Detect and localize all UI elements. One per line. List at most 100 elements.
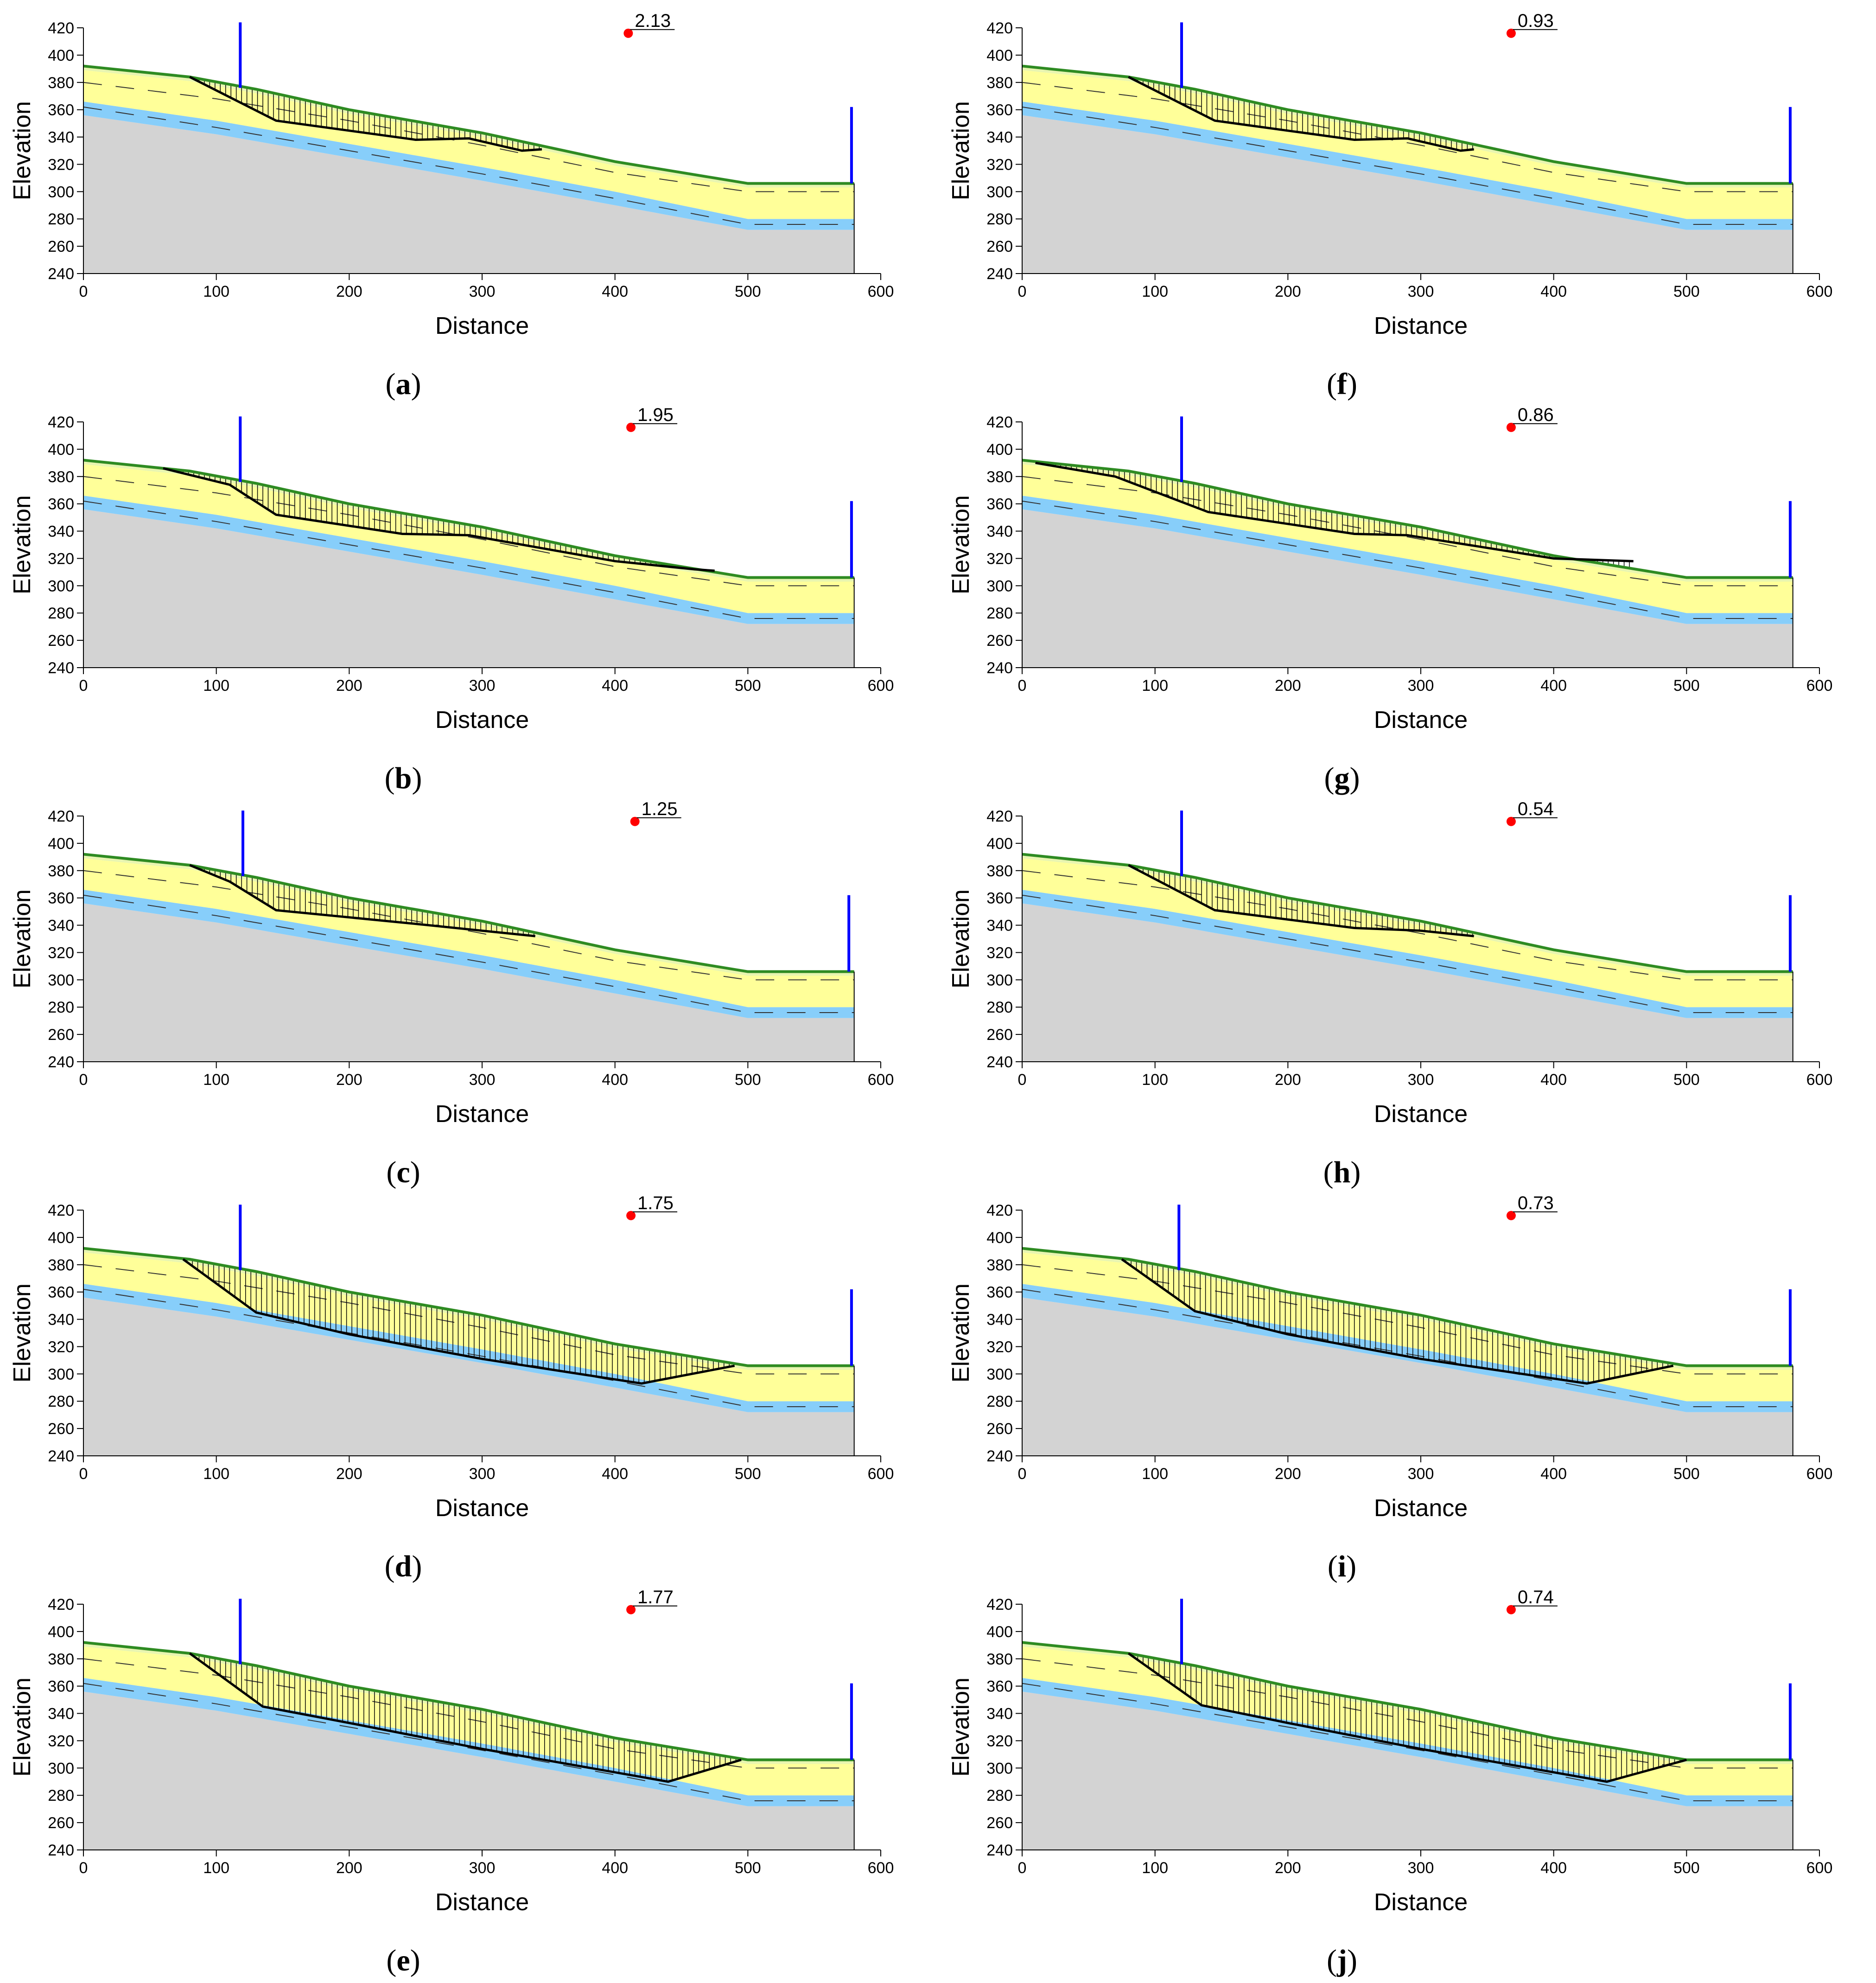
x-tick-label: 500: [1673, 1859, 1700, 1877]
x-tick-label: 500: [735, 677, 761, 695]
layer-boundary-dashed-2: [83, 1683, 854, 1801]
y-tick-label: 340: [48, 917, 74, 935]
y-tick-label: 340: [986, 1705, 1013, 1723]
x-tick-label: 600: [868, 1465, 894, 1483]
y-tick-label: 240: [48, 1842, 74, 1859]
y-tick-label: 260: [986, 238, 1013, 255]
top-soil-strip: [83, 1642, 854, 1764]
caption-letter: h: [1334, 1155, 1351, 1189]
y-tick-label: 280: [48, 1787, 74, 1804]
layer-boundary-dashed-1: [1022, 82, 1793, 192]
x-tick-label: 600: [1806, 1071, 1833, 1089]
y-tick-label: 380: [986, 468, 1013, 486]
y-tick-label: 260: [48, 1814, 74, 1832]
x-axis-title: Distance: [435, 1889, 529, 1916]
ground-surface-line: [1022, 1247, 1793, 1367]
y-tick-label: 360: [986, 102, 1013, 119]
caption-letter: c: [396, 1155, 410, 1189]
layer-boundary-dashed-2: [83, 500, 854, 619]
bedrock-layer: [83, 115, 854, 274]
y-tick-label: 280: [986, 1787, 1013, 1804]
y-tick-label: 360: [986, 496, 1013, 513]
y-tick-label: 340: [986, 917, 1013, 935]
fos-point: [623, 28, 633, 38]
factor-of-safety-label: 2.13: [635, 11, 671, 31]
y-tick-label: 420: [986, 1202, 1013, 1219]
bedrock-layer: [1022, 1297, 1793, 1456]
panel-caption: (a): [386, 367, 421, 401]
x-tick-label: 400: [1540, 283, 1567, 300]
y-tick-label: 240: [986, 1842, 1013, 1859]
aquifer-layer: [1022, 102, 1793, 230]
chart-panel-d: 0 100 200 300 400 500 600 240 260 280 300 320 340 360…: [9, 1193, 894, 1583]
y-tick-label: 280: [48, 1393, 74, 1410]
top-soil-strip: [1022, 1248, 1793, 1370]
y-axis-title: Elevation: [9, 495, 36, 594]
x-tick-label: 600: [1806, 283, 1833, 300]
layer-boundary-dashed-2: [83, 894, 854, 1013]
caption-close-paren: ): [412, 1549, 422, 1583]
x-tick-label: 200: [336, 677, 362, 695]
ground-surface-line: [1022, 853, 1793, 973]
y-tick-label: 260: [986, 632, 1013, 650]
ground-surface-line: [1022, 459, 1793, 579]
layer-boundary-dashed-2: [1022, 1683, 1793, 1801]
y-tick-label: 400: [48, 1229, 74, 1247]
x-tick-label: 200: [336, 283, 362, 300]
y-tick-label: 320: [48, 1732, 74, 1750]
ground-surface-line: [1022, 64, 1793, 185]
y-axis-title: Elevation: [948, 101, 974, 200]
y-tick-label: 240: [986, 1447, 1013, 1465]
x-tick-label: 100: [1142, 1071, 1168, 1089]
factor-of-safety-label: 1.77: [637, 1587, 674, 1607]
x-tick-label: 500: [735, 1465, 761, 1483]
x-tick-label: 600: [868, 1071, 894, 1089]
y-tick-label: 400: [986, 47, 1013, 64]
y-tick-label: 260: [986, 1814, 1013, 1832]
slip-surface-line: [189, 864, 535, 937]
y-tick-label: 300: [48, 1365, 74, 1383]
caption-open-paren: (: [1324, 761, 1335, 795]
factor-of-safety-label: 0.74: [1518, 1587, 1554, 1607]
y-tick-label: 420: [48, 414, 74, 431]
y-tick-label: 320: [986, 944, 1013, 962]
fos-point: [1506, 1211, 1516, 1220]
x-tick-label: 200: [336, 1859, 362, 1877]
y-tick-label: 400: [986, 1623, 1013, 1641]
x-tick-label: 100: [203, 1071, 229, 1089]
x-tick-label: 600: [1806, 1859, 1833, 1877]
y-tick-label: 260: [48, 238, 74, 255]
chart-panel-a: 0 100 200 300 400 500 600 240 260 280 300 320 340 360…: [9, 11, 894, 401]
x-tick-label: 0: [79, 677, 88, 695]
bedrock-layer: [1022, 509, 1793, 668]
x-axis-title: Distance: [435, 1101, 529, 1128]
caption-open-paren: (: [386, 1155, 396, 1189]
y-axis-title: Elevation: [948, 1283, 974, 1383]
y-tick-label: 360: [48, 102, 74, 119]
caption-open-paren: (: [1323, 1155, 1334, 1189]
y-tick-label: 260: [986, 1026, 1013, 1044]
y-tick-label: 260: [48, 1026, 74, 1044]
x-tick-label: 400: [602, 677, 628, 695]
caption-letter: g: [1335, 761, 1350, 795]
x-tick-label: 0: [79, 1071, 88, 1089]
x-tick-label: 600: [1806, 1465, 1833, 1483]
x-tick-label: 200: [336, 1465, 362, 1483]
ground-surface-line: [83, 64, 854, 185]
top-soil-strip: [83, 854, 854, 976]
fos-point: [1506, 422, 1516, 432]
fos-point: [626, 1605, 636, 1614]
x-axis-title: Distance: [435, 312, 529, 339]
caption-open-paren: (: [386, 367, 396, 401]
bedrock-layer: [83, 1297, 854, 1456]
layer-boundary-dashed-2: [83, 106, 854, 225]
bedrock-layer: [83, 509, 854, 668]
x-axis-title: Distance: [1374, 312, 1468, 339]
y-tick-label: 340: [986, 129, 1013, 147]
x-tick-label: 0: [1018, 1071, 1027, 1089]
y-tick-label: 300: [986, 1365, 1013, 1383]
x-tick-label: 300: [469, 283, 496, 300]
y-tick-label: 380: [986, 1256, 1013, 1274]
x-tick-label: 0: [79, 1465, 88, 1483]
slip-surface-line: [163, 467, 715, 572]
